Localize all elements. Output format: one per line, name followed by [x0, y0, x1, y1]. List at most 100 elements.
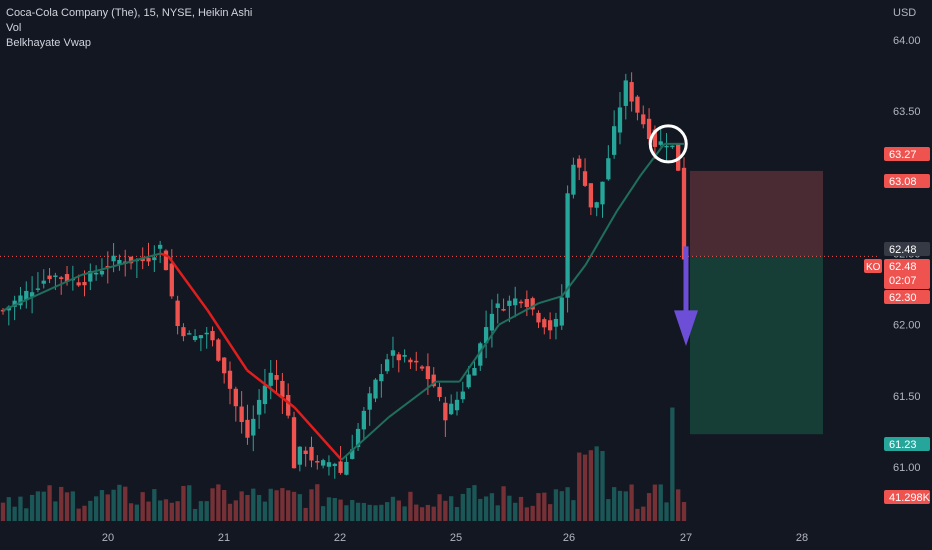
candle-body — [210, 331, 215, 341]
candle-body — [419, 366, 425, 369]
price-label-bg — [884, 437, 930, 451]
price-label: 63.27 — [889, 149, 917, 161]
candle-body — [507, 300, 512, 306]
legend-symbol[interactable]: Coca-Cola Company (The), 15, NYSE, Heiki… — [6, 7, 253, 19]
volume-bar — [181, 485, 186, 521]
volume-bar — [233, 500, 238, 521]
volume-bar — [542, 492, 547, 521]
candle-body — [553, 318, 559, 327]
candle-body — [105, 265, 110, 268]
candle-body — [472, 367, 477, 376]
candle-body — [565, 193, 570, 298]
candle-body — [117, 259, 122, 265]
volume-bar — [332, 497, 337, 521]
volume-bar — [280, 488, 285, 521]
y-tick-label: 64.00 — [893, 35, 921, 47]
candle-body — [192, 336, 198, 340]
candle-body — [443, 402, 448, 421]
volume-bar — [309, 489, 314, 521]
candle-body — [303, 450, 308, 454]
volume-bar — [524, 507, 529, 521]
volume-bar — [489, 493, 495, 521]
x-tick-label: 21 — [218, 532, 230, 544]
volume-bar — [495, 505, 500, 521]
volume-bar — [82, 505, 87, 521]
candle-body — [338, 461, 343, 473]
candle-body — [152, 257, 157, 261]
volume-bar — [239, 491, 244, 521]
candle-body — [390, 350, 396, 356]
candle-body — [41, 280, 46, 284]
symbol-tag: KO — [866, 262, 881, 273]
volume-bar — [320, 506, 326, 521]
candle-body — [454, 399, 460, 411]
y-tick-label: 61.00 — [893, 462, 921, 474]
candle-body — [513, 298, 518, 306]
price-label: 41.298K — [889, 492, 931, 504]
candle-body — [414, 360, 419, 363]
vwap-segment — [639, 143, 666, 176]
volume-bar — [635, 508, 640, 521]
volume-bar — [93, 496, 99, 521]
candle-body — [559, 297, 564, 326]
candle-body — [53, 275, 58, 277]
volume-bar — [513, 502, 518, 521]
candle-body — [431, 374, 436, 387]
candle-body — [641, 114, 646, 125]
volume-bar — [245, 495, 250, 521]
volume-bar — [41, 491, 46, 521]
volume-bar — [47, 485, 52, 521]
candle-body — [629, 82, 634, 102]
vwap-segment — [293, 406, 343, 461]
volume-bar — [88, 500, 93, 521]
volume-bar — [530, 505, 535, 521]
volume-bar — [111, 489, 116, 521]
candle-body — [76, 282, 81, 286]
candle-body — [128, 256, 134, 264]
volume-bar — [617, 490, 623, 521]
volume-bar — [70, 491, 75, 521]
volume-bar — [262, 501, 268, 521]
volume-bar — [256, 494, 262, 521]
candle-body — [344, 461, 349, 475]
volume-bar — [204, 501, 209, 521]
candle-body — [93, 272, 99, 275]
candle-body — [163, 250, 169, 271]
arrow-down-icon — [674, 310, 698, 347]
volume-bar — [606, 499, 611, 521]
volume-bar — [268, 488, 273, 521]
candle-body — [402, 355, 407, 357]
legend-volume[interactable]: Vol — [6, 22, 22, 34]
legend-indicator[interactable]: Belkhayate Vwap — [6, 37, 91, 49]
volume-bar — [571, 500, 576, 521]
candle-body — [425, 366, 431, 380]
candle-body — [0, 309, 6, 312]
candle-body — [460, 391, 465, 400]
volume-bar — [385, 502, 390, 521]
volume-bar — [449, 496, 454, 521]
volume-bar — [175, 501, 180, 521]
candle-body — [606, 158, 611, 180]
y-tick-label: 63.50 — [893, 106, 921, 118]
candle-body — [158, 244, 163, 249]
volume-bar — [35, 491, 41, 521]
volume-bar — [629, 484, 634, 521]
candle-body — [594, 202, 599, 208]
candle-body — [449, 403, 454, 415]
price-label-bg — [884, 259, 930, 289]
vwap-segment — [388, 380, 437, 418]
candle-body — [379, 374, 384, 382]
vwap-segment — [167, 255, 209, 312]
volume-bar — [676, 489, 681, 521]
vwap-segment — [498, 302, 539, 326]
volume-bar — [198, 501, 204, 521]
volume-bar — [216, 484, 221, 521]
vwap-segment — [584, 210, 618, 266]
x-tick-label: 26 — [563, 532, 575, 544]
candle-body — [326, 462, 332, 467]
volume-bar — [6, 497, 11, 521]
volume-bar — [466, 487, 471, 521]
volume-bar — [169, 502, 174, 521]
volume-bar — [163, 499, 169, 521]
